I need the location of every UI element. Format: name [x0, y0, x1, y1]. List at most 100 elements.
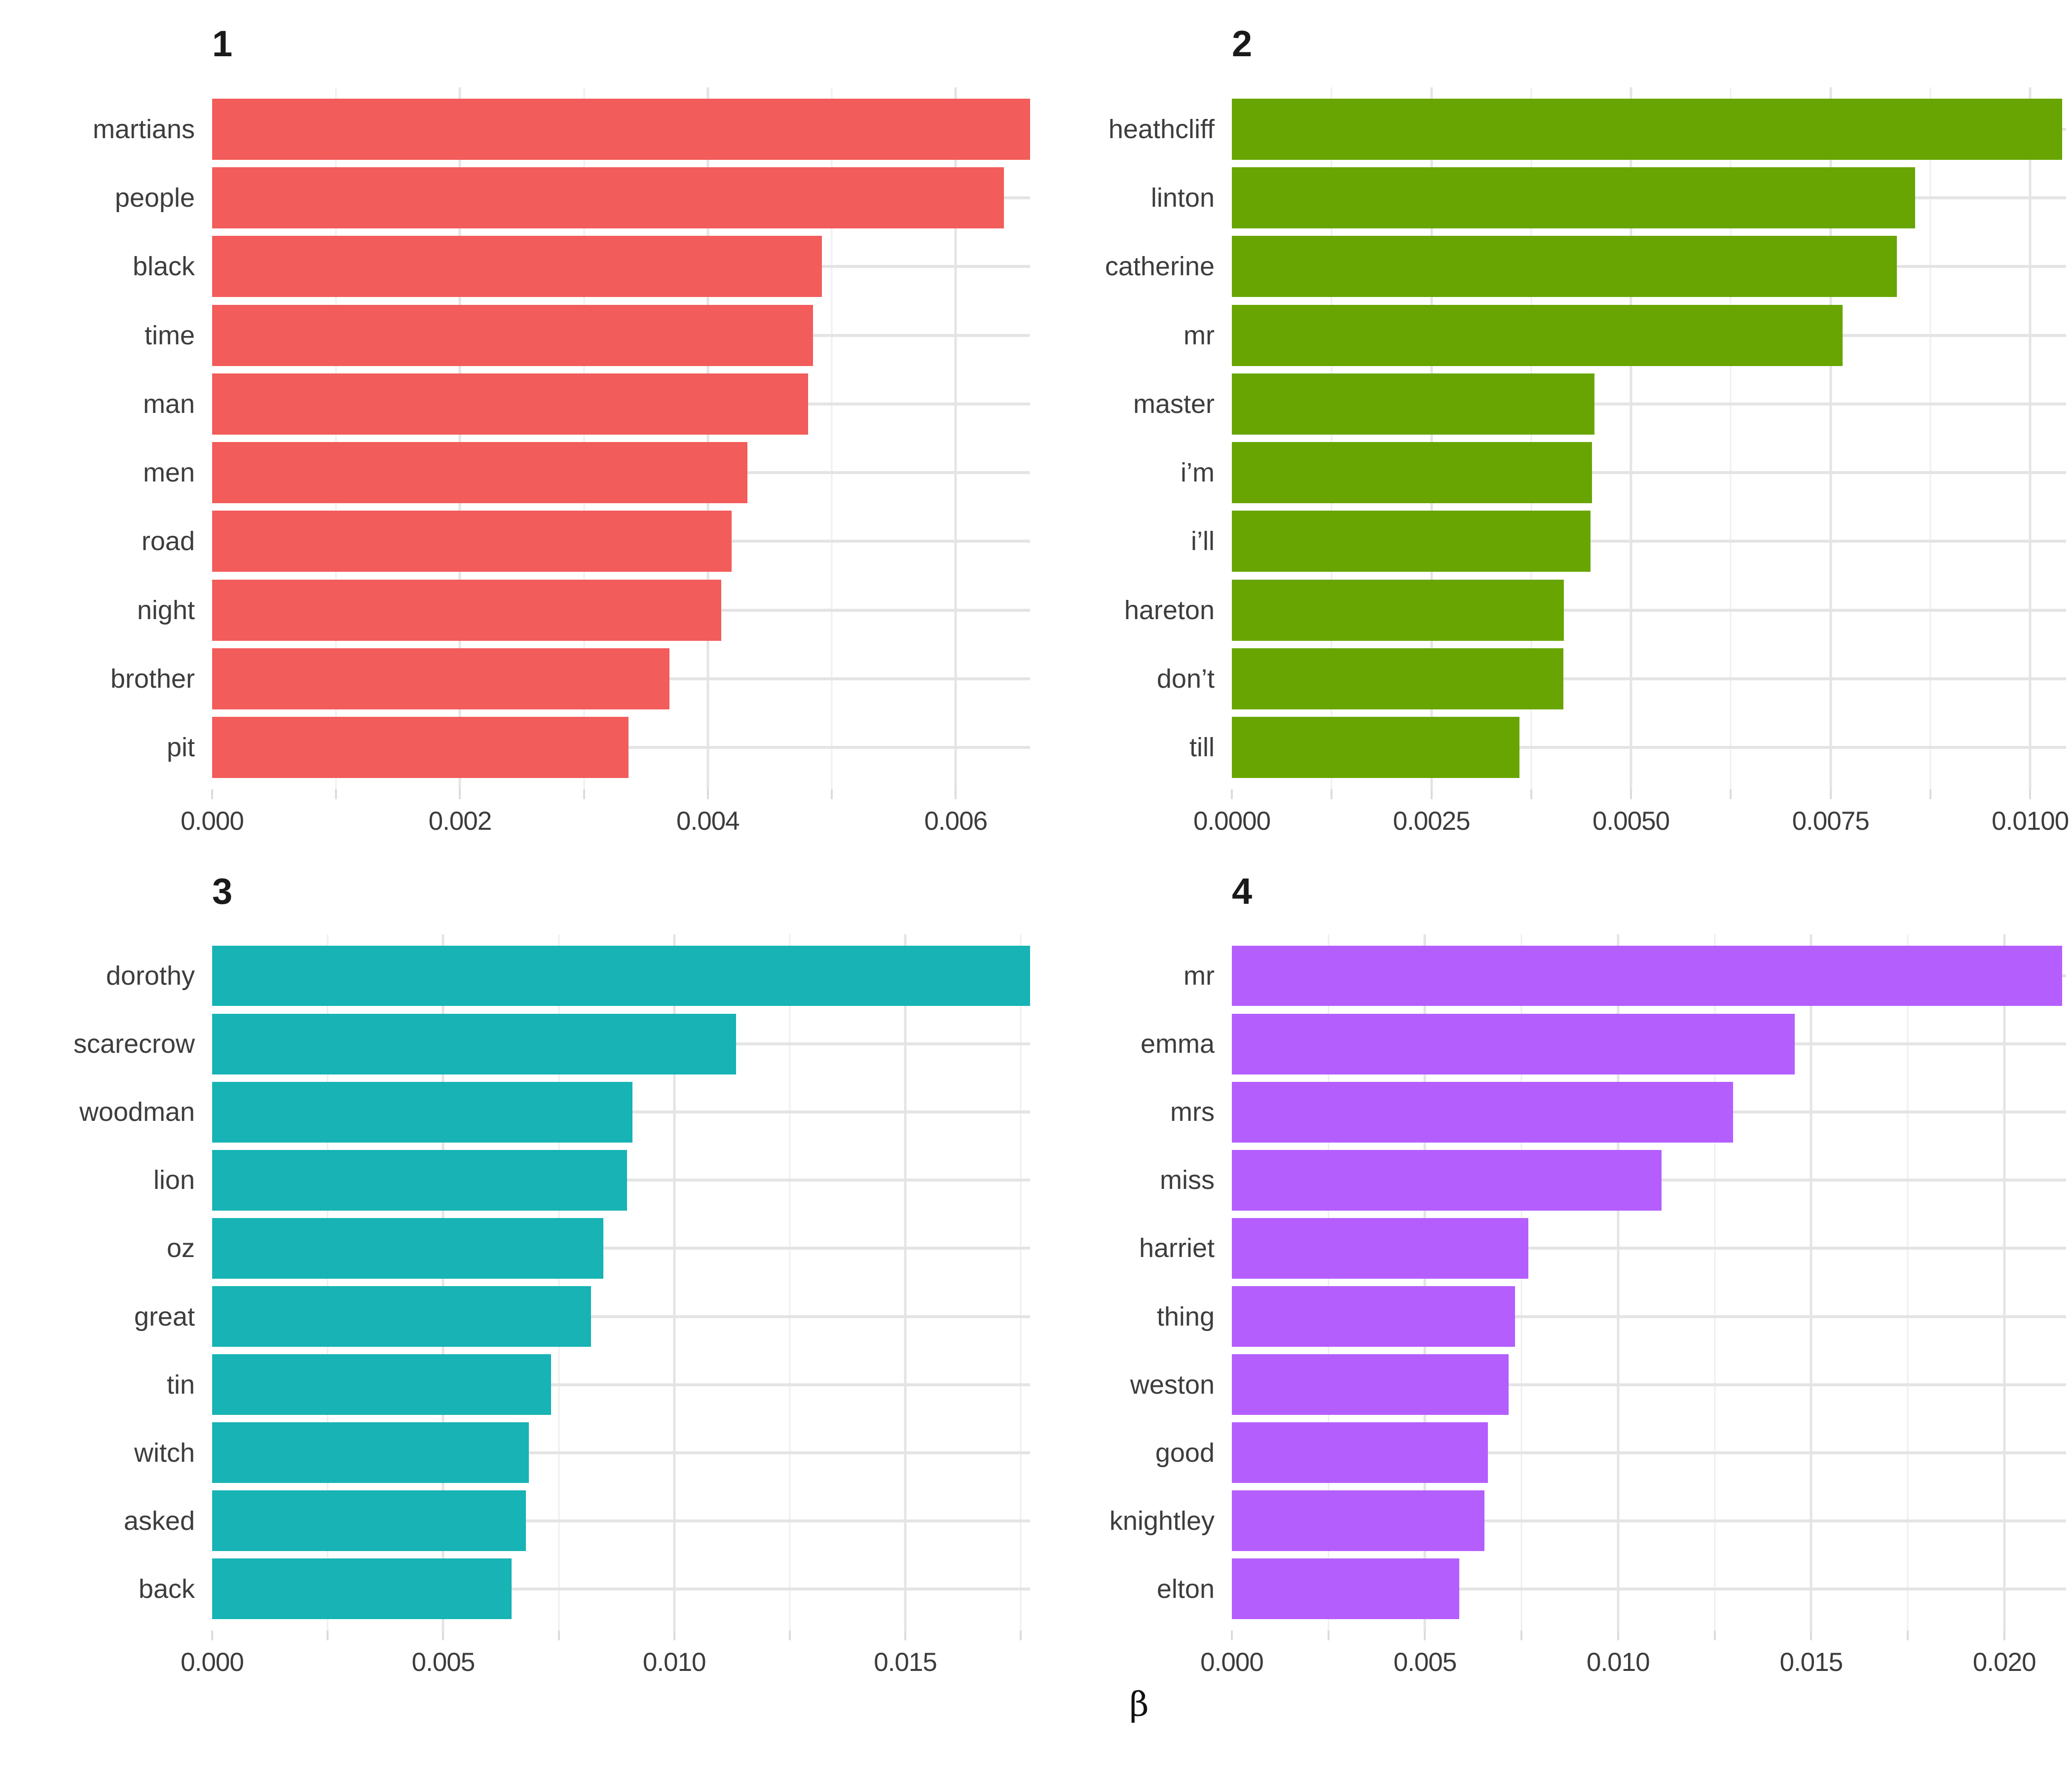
bar-elton: [1232, 1558, 1460, 1620]
gridline-minor: [583, 87, 585, 789]
bar-night: [212, 579, 722, 641]
gridline-major: [442, 934, 444, 1630]
bar-row: [212, 1078, 1030, 1146]
bar-catherine: [1232, 236, 1897, 297]
x-tick-label: 0.0075: [1792, 807, 1870, 836]
x-axis: 0.0000 0.0025 0.0050 0.0075 0.0100: [1036, 789, 2072, 839]
gridline-major: [1423, 934, 1426, 1630]
gridline-category: [1232, 540, 2066, 543]
category-label-men: men: [143, 458, 195, 488]
gridline-category: [212, 1519, 1030, 1522]
facet-panel-1: 1 martians people black time man men road night…: [0, 0, 1036, 839]
bar-emma: [1232, 1013, 1795, 1074]
bar-black: [212, 236, 822, 297]
bar-row: [1232, 232, 2066, 301]
category-label-till: till: [1189, 733, 1215, 763]
gridline-category: [212, 1247, 1030, 1250]
bar-row: [1232, 95, 2066, 163]
bar-road: [212, 511, 732, 572]
bar-oz: [212, 1218, 604, 1279]
bar-row: [1232, 1351, 2066, 1419]
x-tick-label: 0.004: [676, 807, 740, 836]
category-label-oz: oz: [166, 1233, 195, 1263]
chart-area-1: martians people black time man men road night br…: [0, 87, 1036, 789]
gridline-category: [1232, 1315, 2066, 1318]
bar-people: [212, 167, 1004, 228]
gridline-category: [212, 1383, 1030, 1386]
bar-row: [1232, 1555, 2066, 1623]
bar-row: [1232, 644, 2066, 713]
x-tick-label: 0.0000: [1193, 807, 1271, 836]
gridline-minor: [1929, 87, 1931, 789]
category-label-mr: mr: [1184, 320, 1215, 350]
x-tick-mark: [1530, 789, 1532, 799]
plot-area: [212, 934, 1030, 1630]
bar-row: [212, 644, 1030, 713]
gridline-major: [706, 87, 709, 789]
bar-i’ll: [1232, 511, 1591, 572]
vertical-gridlines: [212, 934, 1030, 1630]
bar-row: [1232, 1419, 2066, 1487]
bar-row: [1232, 507, 2066, 576]
bar-row: [1232, 1010, 2066, 1078]
plot-area: [1232, 934, 2066, 1630]
x-tick-mark: [1231, 789, 1233, 799]
x-tick-label: 0.0100: [1992, 807, 2069, 836]
x-tick-mark: [335, 789, 337, 799]
x-tick-mark: [211, 1630, 213, 1640]
x-tick-label: 0.010: [1587, 1648, 1650, 1677]
bar-men: [212, 442, 748, 504]
x-tick-mark: [673, 1630, 675, 1640]
x-tick-label: 0.010: [642, 1648, 706, 1677]
gridline-category: [1232, 746, 2066, 749]
category-label-pit: pit: [166, 733, 195, 763]
bar-row: [212, 1419, 1030, 1487]
bar-row: [212, 438, 1030, 507]
x-axis-title-beta: β: [1129, 1685, 1149, 1724]
bar-row: [212, 301, 1030, 370]
bar-good: [1232, 1422, 1488, 1483]
bar-row: [1232, 1282, 2066, 1350]
x-tick-mark: [327, 1630, 329, 1640]
bar-great: [212, 1286, 592, 1347]
category-label-tin: tin: [166, 1369, 195, 1400]
x-tick-mark: [1231, 1630, 1233, 1640]
category-label-elton: elton: [1156, 1574, 1215, 1604]
category-label-night: night: [137, 595, 195, 625]
gridline-minor: [1520, 934, 1522, 1630]
gridline-major: [458, 87, 461, 789]
bar-row: [212, 232, 1030, 301]
x-tick-mark: [788, 1630, 791, 1640]
x-tick-label: 0.015: [1779, 1648, 1843, 1677]
x-tick-label: 0.000: [1200, 1648, 1264, 1677]
x-tick-label: 0.000: [181, 1648, 244, 1677]
bar-row: [212, 95, 1030, 163]
bar-thing: [1232, 1286, 1515, 1347]
facet-title-4: 4: [1232, 871, 1253, 912]
bar-scarecrow: [212, 1013, 737, 1074]
gridline-minor: [558, 934, 560, 1630]
bar-time: [212, 304, 814, 366]
category-label-brother: brother: [110, 664, 195, 694]
x-tick-label: 0.0025: [1393, 807, 1470, 836]
bar-row: [212, 1146, 1030, 1214]
bar-row: [1232, 163, 2066, 232]
x-tick-mark: [557, 1630, 560, 1640]
bar-row: [1232, 1487, 2066, 1555]
bar-pit: [212, 717, 629, 778]
bar-row: [212, 1351, 1030, 1419]
category-label-back: back: [138, 1574, 195, 1604]
facet-title-2: 2: [1232, 23, 1253, 64]
bar-knightley: [1232, 1490, 1484, 1552]
bars: [212, 942, 1030, 1623]
y-axis-labels: heathcliff linton catherine mr master i’m i’ll…: [1036, 87, 1232, 789]
x-tick-mark: [2029, 789, 2032, 799]
x-tick-mark: [1810, 1630, 1813, 1640]
gridline-category: [1232, 608, 2066, 612]
bar-row: [1232, 942, 2066, 1010]
category-label-heathcliff: heathcliff: [1108, 114, 1215, 144]
gridline-category: [212, 1315, 1030, 1318]
bar-heathcliff: [1232, 98, 2062, 160]
x-axis: 0.000 0.005 0.010 0.015 0.020: [1036, 1630, 2072, 1682]
